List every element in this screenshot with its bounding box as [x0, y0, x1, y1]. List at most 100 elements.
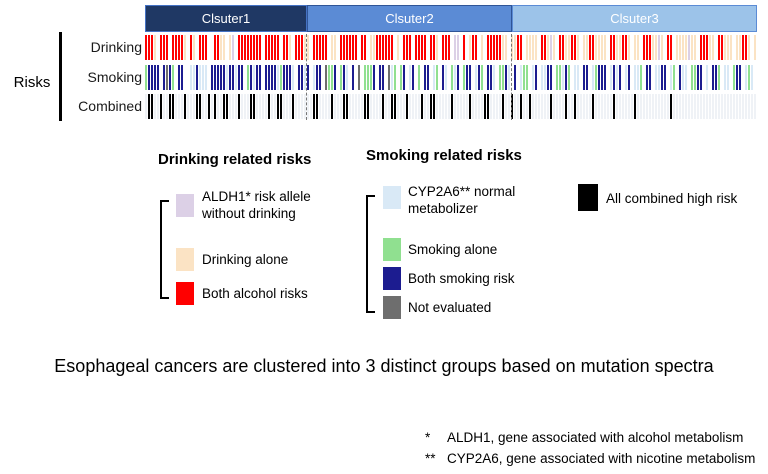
- tick: [580, 65, 582, 90]
- tick: [175, 94, 177, 119]
- tick: [616, 94, 618, 119]
- tick: [718, 35, 720, 60]
- tick: [562, 94, 564, 119]
- footnote-text-2: CYP2A6, gene associated with nicotine me…: [447, 451, 756, 466]
- tick: [652, 65, 654, 90]
- tick: [628, 65, 630, 90]
- tick: [367, 94, 369, 119]
- tick: [235, 94, 237, 119]
- tick: [298, 35, 300, 60]
- heatmap-row-drinking: [145, 35, 757, 60]
- tick: [592, 94, 594, 119]
- tick: [598, 94, 600, 119]
- tick: [421, 65, 423, 90]
- tick: [715, 65, 717, 90]
- tick: [451, 94, 453, 119]
- tick: [415, 35, 417, 60]
- tick: [292, 65, 294, 90]
- tick: [262, 94, 264, 119]
- tick: [724, 94, 726, 119]
- tick: [601, 65, 603, 90]
- tick: [286, 65, 288, 90]
- tick: [616, 35, 618, 60]
- tick: [724, 65, 726, 90]
- tick: [259, 35, 261, 60]
- tick: [166, 35, 168, 60]
- tick: [550, 94, 552, 119]
- tick: [526, 65, 528, 90]
- tick: [679, 65, 681, 90]
- tick: [538, 35, 540, 60]
- tick: [637, 65, 639, 90]
- tick: [442, 65, 444, 90]
- footnote-aldh1: * ALDH1, gene associated with alcohol me…: [425, 427, 755, 448]
- tick: [691, 35, 693, 60]
- tick: [664, 94, 666, 119]
- tick: [163, 35, 165, 60]
- tick: [736, 94, 738, 119]
- tick: [442, 35, 444, 60]
- tick: [301, 65, 303, 90]
- tick: [622, 65, 624, 90]
- tick: [649, 35, 651, 60]
- tick: [328, 65, 330, 90]
- both-smoking-swatch: [383, 267, 401, 290]
- tick: [358, 65, 360, 90]
- tick: [556, 35, 558, 60]
- tick: [697, 35, 699, 60]
- tick: [700, 65, 702, 90]
- row-label-smoking: Smoking: [87, 69, 142, 85]
- tick: [475, 35, 477, 60]
- tick: [400, 94, 402, 119]
- tick: [220, 65, 222, 90]
- drinking-alone-swatch: [176, 248, 194, 271]
- tick: [694, 65, 696, 90]
- tick: [304, 35, 306, 60]
- tick: [493, 94, 495, 119]
- tick: [334, 35, 336, 60]
- tick: [307, 65, 309, 90]
- tick: [679, 94, 681, 119]
- tick: [412, 94, 414, 119]
- tick: [190, 94, 192, 119]
- tick: [460, 65, 462, 90]
- tick: [277, 65, 279, 90]
- tick: [472, 65, 474, 90]
- tick: [289, 65, 291, 90]
- smoking-alone-swatch: [383, 238, 401, 261]
- tick: [526, 94, 528, 119]
- tick: [271, 94, 273, 119]
- tick: [499, 35, 501, 60]
- tick: [238, 65, 240, 90]
- tick: [541, 94, 543, 119]
- tick: [235, 35, 237, 60]
- tick: [532, 35, 534, 60]
- tick: [745, 65, 747, 90]
- tick: [223, 65, 225, 90]
- tick: [736, 35, 738, 60]
- tick: [427, 65, 429, 90]
- tick: [688, 35, 690, 60]
- cyp2a6-label: CYP2A6** normal metabolizer: [408, 184, 516, 216]
- tick: [256, 65, 258, 90]
- tick: [529, 65, 531, 90]
- tick: [415, 94, 417, 119]
- tick: [436, 35, 438, 60]
- tick: [667, 35, 669, 60]
- smoking-legend-title: Smoking related risks: [366, 147, 522, 164]
- tick: [487, 94, 489, 119]
- tick: [301, 94, 303, 119]
- tick: [154, 94, 156, 119]
- not-evaluated-label: Not evaluated: [408, 300, 492, 315]
- tick: [568, 65, 570, 90]
- tick: [517, 65, 519, 90]
- tick: [472, 35, 474, 60]
- tick: [484, 94, 486, 119]
- tick: [667, 65, 669, 90]
- tick: [745, 94, 747, 119]
- tick: [211, 35, 213, 60]
- tick: [244, 65, 246, 90]
- tick: [679, 35, 681, 60]
- footnote-text-1: ALDH1, gene associated with alcohol meta…: [447, 430, 744, 445]
- tick: [199, 94, 201, 119]
